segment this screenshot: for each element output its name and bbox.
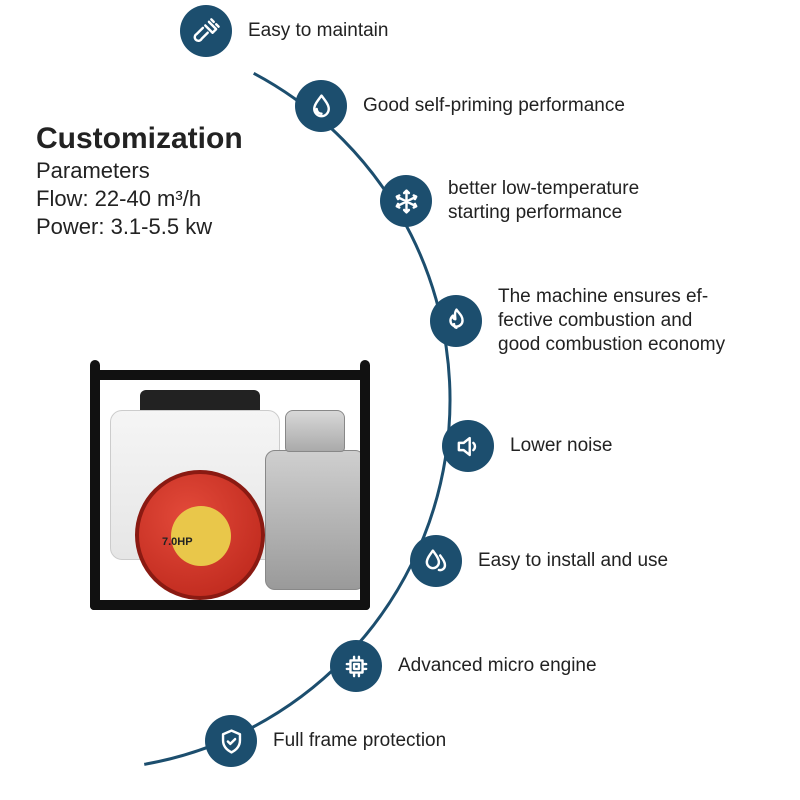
droplet-icon: [295, 80, 347, 132]
speaker-icon: [442, 420, 494, 472]
hp-badge: 7.0HP: [162, 536, 193, 548]
feature-label: Easy to install and use: [478, 549, 668, 573]
feature-label: better low-temperaturestarting performan…: [448, 177, 639, 225]
wrench-icon: [180, 5, 232, 57]
customization-title: Customization: [36, 122, 243, 156]
product-image: 7.0HP: [80, 350, 380, 630]
customization-param-0: Parameters: [36, 158, 150, 184]
feature-flame: The machine ensures ef-fective combustio…: [430, 285, 725, 356]
customization-param-1: Flow: 22-40 m³/h: [36, 186, 201, 212]
customization-param-2: Power: 3.1-5.5 kw: [36, 214, 212, 240]
feature-label: Easy to maintain: [248, 19, 388, 43]
feature-label: Advanced micro engine: [398, 654, 597, 678]
feature-label: Good self-priming performance: [363, 94, 625, 118]
feature-drop2: Easy to install and use: [410, 535, 668, 587]
feature-chip: Advanced micro engine: [330, 640, 597, 692]
drop2-icon: [410, 535, 462, 587]
infographic-canvas: Customization ParametersFlow: 22-40 m³/h…: [0, 0, 800, 800]
chip-icon: [330, 640, 382, 692]
feature-wrench: Easy to maintain: [180, 5, 388, 57]
feature-droplet: Good self-priming performance: [295, 80, 625, 132]
flame-icon: [430, 295, 482, 347]
snow-icon: [380, 175, 432, 227]
feature-snow: better low-temperaturestarting performan…: [380, 175, 639, 227]
feature-speaker: Lower noise: [442, 420, 612, 472]
feature-label: The machine ensures ef-fective combustio…: [498, 285, 725, 356]
feature-label: Lower noise: [510, 434, 612, 458]
feature-label: Full frame protection: [273, 729, 446, 753]
shield-icon: [205, 715, 257, 767]
feature-shield: Full frame protection: [205, 715, 446, 767]
